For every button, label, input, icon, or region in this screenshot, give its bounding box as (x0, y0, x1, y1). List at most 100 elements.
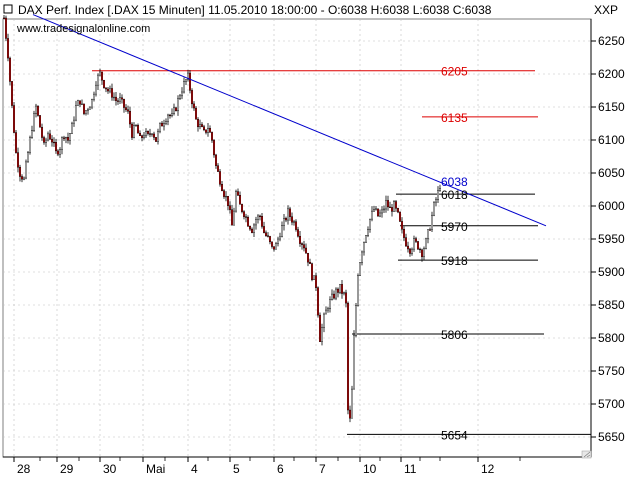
y-tick-label: 6100 (598, 133, 625, 147)
checkbox-icon[interactable] (3, 4, 13, 14)
candle-body (110, 88, 113, 98)
candle-body (100, 71, 103, 81)
candle-body (194, 107, 197, 120)
candle-body (246, 217, 249, 227)
candle-body (25, 161, 28, 179)
candle-body (39, 115, 42, 128)
candle-body (343, 292, 346, 294)
candle-body (63, 137, 66, 139)
candle-body (283, 217, 286, 226)
candle-body (433, 201, 436, 216)
candle-body (305, 247, 308, 254)
candle-body (389, 206, 392, 208)
candle-body (3, 17, 6, 19)
candle-body (269, 236, 272, 243)
candle-body (116, 100, 119, 102)
candle-body (423, 248, 426, 257)
x-tick-label: 29 (60, 462, 74, 476)
candle-body (222, 190, 225, 197)
candle-body (271, 241, 274, 247)
candle-body (379, 212, 382, 217)
candle-body (413, 238, 416, 250)
candle-body (307, 252, 310, 263)
y-tick-label: 6000 (598, 199, 625, 213)
candle-body (21, 176, 24, 180)
candle-body (431, 214, 434, 230)
candle-body (411, 248, 414, 254)
candle-body (425, 238, 428, 249)
candle-body (393, 201, 396, 212)
candle-body (51, 138, 54, 143)
candle-body (170, 113, 173, 116)
candle-body (349, 409, 352, 419)
candle-body (148, 133, 151, 135)
candle-body (186, 72, 189, 81)
candle-body (31, 130, 34, 138)
y-axis-ticks: 6250 6200 6150 6100 6050 6000 5950 5900 5850 5800… (591, 34, 625, 444)
resize-grip-icon[interactable] (581, 450, 592, 459)
candle-body (10, 81, 13, 106)
candle-body (273, 246, 276, 250)
candle-body (168, 114, 171, 117)
candle-body (200, 124, 203, 127)
candle-body (118, 97, 121, 102)
x-tick-label: Mai (146, 462, 165, 476)
candle-body (395, 201, 398, 209)
candle-body (130, 123, 133, 138)
candle-body (353, 335, 356, 390)
candle-body (377, 208, 380, 217)
candle-body (409, 248, 412, 254)
candle-body (45, 139, 48, 143)
candle-body (126, 109, 129, 112)
candle-body (291, 216, 294, 223)
candle-body (55, 142, 58, 152)
candle-body (220, 184, 223, 191)
candle-body (59, 149, 62, 155)
candle-body (261, 216, 264, 227)
y-tick-label: 5700 (598, 397, 625, 411)
y-tick-label: 6200 (598, 67, 625, 81)
candle-body (297, 229, 300, 237)
candle-body (323, 313, 326, 328)
candle-body (355, 305, 358, 336)
candle-body (234, 191, 237, 212)
candle-body (257, 215, 260, 220)
candle-body (439, 188, 442, 191)
candle-body (17, 152, 20, 168)
candle-body (218, 171, 221, 185)
level-label-5654: 5654 (441, 428, 468, 442)
candle-body (156, 130, 159, 142)
x-tick-label: 4 (191, 462, 198, 476)
candle-body (399, 211, 402, 222)
candle-body (140, 135, 143, 138)
candle-body (80, 103, 83, 105)
candle-body (122, 98, 125, 108)
candle-body (120, 97, 123, 100)
candle-body (64, 137, 67, 139)
candle-body (429, 229, 432, 231)
candle-body (361, 251, 364, 264)
candle-body (152, 133, 155, 138)
level-label-6038: 6038 (441, 175, 468, 189)
candle-body (212, 140, 215, 156)
chart-header-title: DAX Perf. Index [.DAX 15 Minuten] 11.05.… (18, 3, 492, 17)
candle-body (210, 132, 213, 141)
grid-lines (3, 19, 591, 457)
candle-body (248, 226, 251, 230)
candle-body (313, 275, 316, 280)
candle-body (224, 195, 227, 198)
candle-body (76, 100, 79, 106)
candle-body (92, 93, 95, 100)
candle-body (82, 103, 85, 114)
candle-body (226, 195, 229, 206)
candle-body (184, 79, 187, 82)
candle-body (365, 235, 368, 243)
candle-body (371, 210, 374, 220)
candle-body (41, 127, 44, 138)
candle-body (90, 99, 93, 108)
x-tick-label: 10 (363, 462, 377, 476)
y-tick-label: 6050 (598, 166, 625, 180)
candle-body (29, 137, 32, 153)
candle-body (263, 226, 266, 233)
